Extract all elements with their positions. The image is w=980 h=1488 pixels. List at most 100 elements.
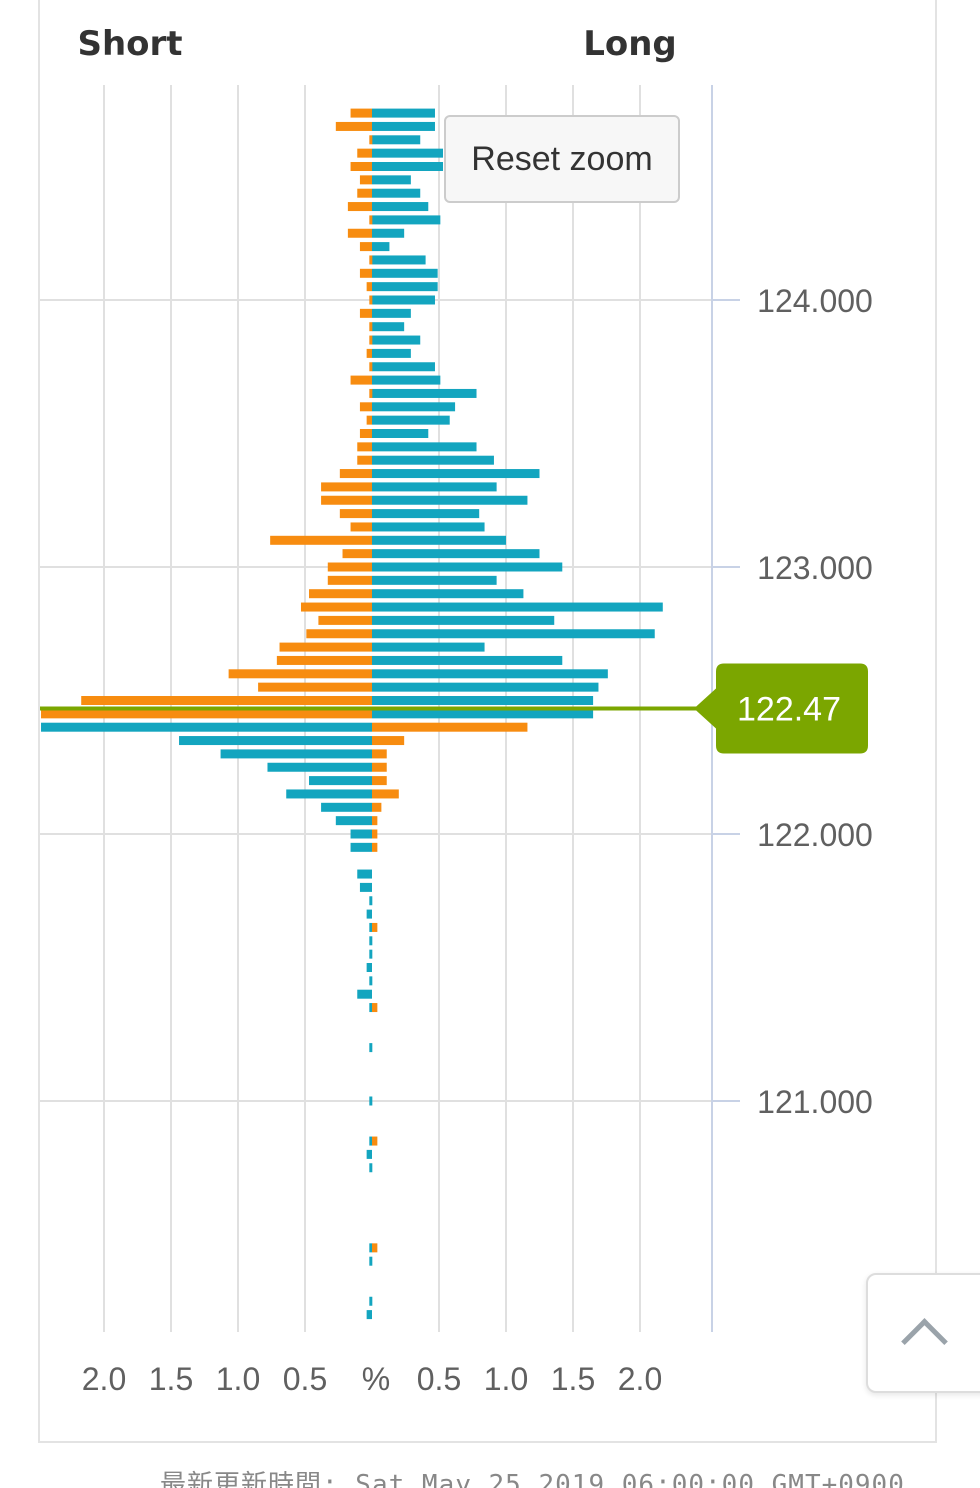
- percent-axis: 2.0 1.5 1.0 0.5% 0.5 1.0 1.5 2.0: [82, 1361, 662, 1397]
- bar-right: [372, 922, 378, 932]
- bar-left: [321, 482, 372, 492]
- chevron-up-icon: [901, 1318, 948, 1365]
- bar-left: [357, 148, 372, 158]
- bar-right: [372, 509, 480, 519]
- bar-right: [372, 455, 494, 465]
- bar-left: [270, 535, 372, 545]
- bar-right: [372, 709, 594, 719]
- reset-zoom-label: Reset zoom: [471, 139, 653, 178]
- bar-right: [372, 549, 540, 559]
- bar-right: [372, 348, 411, 358]
- scroll-to-top-button[interactable]: [866, 1273, 980, 1393]
- bar-right: [372, 589, 524, 599]
- percent-tick-label: 0.5: [417, 1361, 461, 1397]
- bar-left: [350, 162, 372, 171]
- current-price-badge: [694, 663, 868, 754]
- bar-right: [372, 1243, 378, 1253]
- bar-right: [372, 495, 528, 505]
- bar-right: [372, 202, 429, 212]
- bar-left: [369, 1096, 373, 1106]
- bar-left: [339, 509, 372, 519]
- bar-right: [372, 642, 485, 652]
- bar-left: [321, 495, 372, 505]
- bar-left: [321, 802, 372, 812]
- bar-left: [359, 268, 372, 278]
- bar-right: [372, 535, 506, 545]
- bar-left: [339, 469, 372, 479]
- bar-right: [372, 629, 655, 639]
- bar-right: [372, 362, 435, 372]
- bar-right: [372, 802, 382, 812]
- bar-right: [372, 415, 450, 425]
- price-tick-label: 124.000: [757, 283, 873, 319]
- price-tick-label: 121.000: [757, 1084, 873, 1120]
- bar-left: [369, 1296, 373, 1306]
- bar-right: [372, 615, 555, 625]
- percent-tick-label: 1.0: [484, 1361, 528, 1397]
- percent-tick-label: 2.0: [82, 1361, 126, 1397]
- bar-right: [372, 682, 599, 692]
- reset-zoom-button[interactable]: Reset zoom: [444, 115, 680, 203]
- bar-right: [372, 736, 405, 746]
- bar-right: [372, 575, 497, 585]
- bar-right: [372, 669, 608, 679]
- bar-left: [335, 121, 372, 131]
- bar-right: [372, 522, 485, 532]
- bar-right: [372, 268, 438, 278]
- bar-left: [369, 896, 373, 906]
- bar-right: [372, 108, 435, 118]
- bar-left: [258, 682, 372, 692]
- bar-left: [300, 602, 372, 612]
- bar-left: [369, 1136, 373, 1146]
- bar-right: [372, 816, 378, 826]
- bar-left: [369, 362, 373, 372]
- bar-left: [41, 722, 373, 732]
- bar-left: [366, 909, 372, 919]
- bar-left: [309, 776, 372, 786]
- bar-left: [306, 629, 372, 639]
- bar-left: [369, 1163, 373, 1173]
- bar-right: [372, 442, 477, 452]
- bar-left: [369, 388, 373, 398]
- bar-right: [372, 308, 411, 318]
- bar-left: [81, 696, 372, 705]
- bar-left: [366, 348, 372, 358]
- bar-right: [372, 789, 399, 799]
- bars: [41, 108, 663, 1320]
- bar-left: [369, 1003, 373, 1013]
- percent-tick-label: 1.5: [149, 1361, 193, 1397]
- bar-left: [369, 922, 373, 932]
- bar-right: [372, 429, 429, 438]
- bar-left: [335, 816, 372, 826]
- bar-left: [369, 976, 373, 986]
- percent-tick-label: 2.0: [618, 1361, 662, 1397]
- bar-right: [372, 148, 444, 158]
- bar-right: [372, 469, 540, 479]
- bar-left: [286, 789, 372, 799]
- price-tick-label: 123.000: [757, 550, 873, 586]
- bar-left: [327, 575, 372, 585]
- bar-right: [372, 322, 405, 332]
- bar-left: [41, 709, 373, 719]
- bar-right: [372, 295, 435, 305]
- bar-left: [342, 549, 372, 559]
- percent-tick-label: 1.0: [216, 1361, 260, 1397]
- bar-left: [350, 375, 372, 385]
- bar-left: [228, 669, 372, 679]
- bar-left: [350, 829, 372, 839]
- bar-left: [369, 949, 373, 959]
- bar-left: [357, 989, 372, 999]
- bar-right: [372, 402, 456, 412]
- price-tick-label: 122.000: [757, 817, 873, 853]
- percent-center-label: %: [362, 1361, 390, 1397]
- current-price-label: 122.47: [737, 691, 841, 729]
- bar-right: [372, 375, 441, 385]
- long-side-label: Long: [583, 24, 677, 64]
- bar-right: [372, 842, 378, 852]
- bar-left: [220, 749, 372, 759]
- bar-left: [350, 522, 372, 532]
- bar-right: [372, 696, 594, 705]
- bar-right: [372, 175, 411, 185]
